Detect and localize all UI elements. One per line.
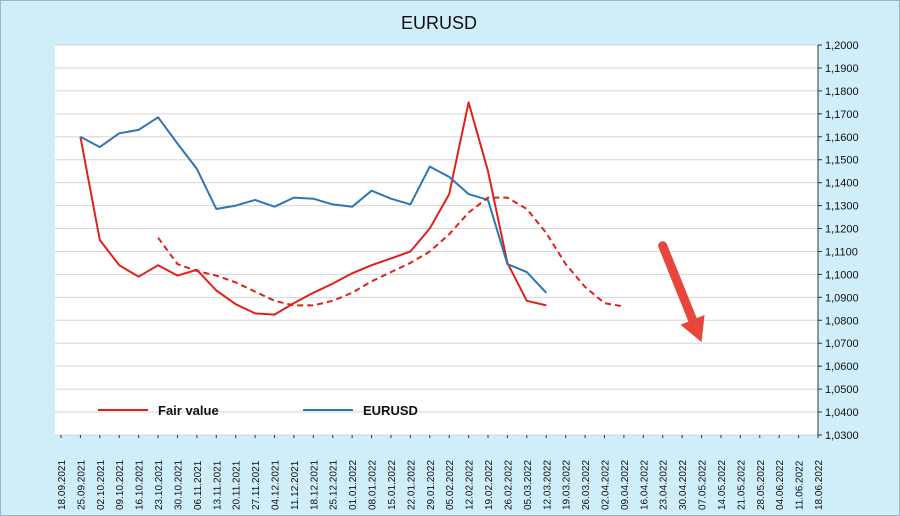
y-tick-label: 1,0700 [825,338,859,350]
x-tick-label: 09.04.2022 [620,460,631,510]
y-tick-label: 1,0900 [825,292,859,304]
x-tick-label: 19.02.2022 [484,460,495,510]
x-tick-label: 25.12.2021 [329,460,340,510]
y-axis: 1,2000 1,1900 1,1800 1,1700 1,1600 1,1500 1,14… [817,40,859,442]
x-tick-label: 14.05.2022 [717,460,728,510]
x-tick-label: 28.05.2022 [756,460,767,510]
x-tick-label: 04.06.2022 [775,460,786,510]
arrow-shaft [658,241,698,325]
legend-label-eurusd: EURUSD [363,403,418,418]
legend: Fair value EURUSD [98,403,418,418]
x-tick-label: 15.01.2022 [387,460,398,510]
x-tick-label: 23.10.2021 [154,460,165,510]
x-tick-label: 05.02.2022 [445,460,456,510]
y-tick-label: 1,1300 [825,201,859,213]
y-tick-label: 1,0500 [825,384,859,396]
x-tick-label: 07.05.2022 [698,460,709,510]
x-tick-label: 16.04.2022 [639,460,650,510]
x-tick-label: 25.09.2021 [76,460,87,510]
y-tick-label: 1,0300 [825,430,859,442]
y-tick-label: 1,0400 [825,407,859,419]
series-line-fair-value-forecast [157,196,625,308]
x-tick-label: 22.01.2022 [406,460,417,510]
series-line-eurusd [79,116,548,294]
y-tick-label: 1,0800 [825,315,859,327]
y-tick-label: 1,1000 [825,269,859,281]
y-tick-label: 1,1700 [825,109,859,121]
x-tick-label: 12.03.2022 [542,460,553,510]
x-tick-label: 27.11.2021 [251,460,262,510]
x-tick-label: 01.01.2022 [348,460,359,510]
chart-title: EURUSD [401,13,477,33]
y-tick-label: 1,1400 [825,178,859,190]
x-tick-label: 26.02.2022 [503,460,514,510]
y-tick-label: 1,1500 [825,155,859,167]
plot-area [55,45,818,435]
x-tick-label: 20.11.2021 [232,460,243,510]
x-tick-label: 16.10.2021 [135,460,146,510]
x-axis: 18.09.2021 25.09.2021 02.10.2021 09.10.2021… [57,435,825,510]
y-tick-label: 1,0600 [825,361,859,373]
x-tick-label: 06.11.2021 [193,460,204,510]
x-tick-label: 05.03.2022 [523,460,534,510]
x-tick-label: 11.06.2022 [795,460,806,510]
x-tick-label: 12.02.2022 [465,460,476,510]
y-tick-label: 1,2000 [825,40,859,52]
legend-label-fair-value: Fair value [158,403,219,418]
x-tick-label: 21.05.2022 [736,460,747,510]
series-line-fair-value [79,101,547,316]
series-group [79,101,625,316]
x-tick-label: 02.10.2021 [96,460,107,510]
x-tick-label: 13.11.2021 [212,460,223,510]
x-tick-label: 18.09.2021 [57,460,68,510]
arrow-head [680,315,705,343]
x-tick-label: 18.06.2022 [814,460,825,510]
x-tick-label: 18.12.2021 [309,460,320,510]
x-tick-label: 04.12.2021 [271,460,282,510]
x-tick-label: 29.01.2022 [426,460,437,510]
x-tick-label: 11.12.2021 [290,460,301,510]
y-tick-label: 1,1200 [825,224,859,236]
y-tick-label: 1,1600 [825,132,859,144]
x-tick-label: 09.10.2021 [115,460,126,510]
x-tick-label: 19.03.2022 [562,460,573,510]
x-tick-label: 02.04.2022 [600,460,611,510]
x-tick-label: 23.04.2022 [659,460,670,510]
x-tick-label: 08.01.2022 [368,460,379,510]
y-tick-label: 1,1100 [825,246,858,258]
x-tick-label: 26.03.2022 [581,460,592,510]
trend-arrow [658,241,705,343]
x-tick-label: 30.10.2021 [173,460,184,510]
x-tick-label: 30.04.2022 [678,460,689,510]
y-tick-label: 1,1900 [825,63,859,75]
y-tick-label: 1,1800 [825,86,859,98]
